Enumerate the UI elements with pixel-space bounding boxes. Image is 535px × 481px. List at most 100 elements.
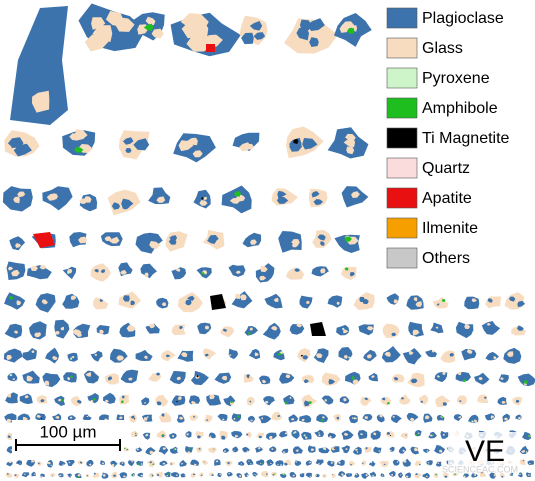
grain bbox=[391, 332, 397, 337]
grain bbox=[176, 376, 181, 381]
grain bbox=[189, 414, 199, 421]
grain bbox=[338, 461, 341, 464]
grain bbox=[108, 236, 120, 244]
grain bbox=[246, 474, 248, 476]
grain bbox=[14, 474, 17, 476]
grain bbox=[306, 18, 325, 31]
grain bbox=[161, 434, 164, 436]
grain bbox=[158, 445, 169, 455]
grain bbox=[301, 431, 312, 440]
grain bbox=[165, 354, 171, 358]
grain bbox=[299, 415, 312, 423]
grain bbox=[244, 143, 255, 150]
grain bbox=[261, 417, 264, 420]
grain bbox=[228, 264, 246, 277]
grain bbox=[31, 350, 35, 353]
grain bbox=[322, 473, 327, 478]
grain bbox=[464, 473, 466, 475]
grain bbox=[504, 292, 525, 310]
grain bbox=[278, 430, 288, 438]
grain bbox=[94, 353, 97, 356]
grain bbox=[151, 474, 153, 476]
grain bbox=[3, 348, 23, 363]
grain bbox=[361, 460, 367, 466]
grain bbox=[133, 138, 150, 151]
grain bbox=[473, 419, 478, 423]
grain bbox=[392, 415, 395, 418]
grain bbox=[140, 463, 143, 465]
sample-label-background bbox=[448, 432, 518, 472]
grain bbox=[188, 448, 191, 450]
grain bbox=[364, 416, 368, 420]
grain bbox=[437, 375, 440, 378]
grain bbox=[408, 350, 414, 355]
grain bbox=[83, 370, 100, 384]
grain bbox=[156, 401, 162, 406]
grain bbox=[33, 473, 35, 475]
grain bbox=[237, 415, 240, 418]
grain bbox=[92, 472, 100, 478]
grain bbox=[146, 416, 149, 418]
grain bbox=[5, 472, 12, 478]
grain bbox=[190, 459, 200, 466]
grain bbox=[289, 396, 292, 399]
grain bbox=[224, 450, 227, 452]
grain bbox=[234, 293, 241, 299]
grain bbox=[362, 462, 364, 464]
grain bbox=[90, 350, 103, 362]
grain bbox=[233, 191, 241, 197]
grain bbox=[255, 474, 257, 476]
grain bbox=[70, 375, 73, 379]
grain bbox=[352, 379, 359, 385]
grain bbox=[324, 399, 327, 402]
grain bbox=[34, 332, 41, 338]
grain bbox=[349, 415, 358, 424]
grain bbox=[361, 472, 370, 479]
grain bbox=[490, 415, 495, 419]
grain bbox=[21, 472, 30, 478]
grain bbox=[399, 394, 411, 405]
grain bbox=[105, 10, 124, 27]
grain bbox=[271, 411, 283, 421]
grain bbox=[486, 323, 491, 326]
grain bbox=[345, 448, 348, 450]
grain bbox=[191, 400, 196, 405]
grain bbox=[226, 472, 233, 477]
grain bbox=[285, 374, 291, 379]
grain bbox=[240, 463, 242, 465]
grain bbox=[85, 372, 92, 377]
grain bbox=[126, 325, 136, 332]
grain bbox=[246, 374, 250, 378]
grain bbox=[8, 461, 12, 464]
grain bbox=[19, 463, 21, 465]
grain bbox=[300, 19, 312, 31]
grain bbox=[239, 474, 242, 477]
grain bbox=[221, 435, 226, 440]
grain bbox=[442, 371, 446, 375]
grain bbox=[171, 435, 175, 438]
grain bbox=[12, 378, 15, 380]
grain bbox=[477, 394, 489, 403]
grain bbox=[151, 28, 164, 39]
grain bbox=[156, 472, 163, 478]
grain bbox=[93, 472, 96, 475]
grain bbox=[173, 133, 216, 163]
grain bbox=[10, 6, 68, 125]
grain bbox=[222, 448, 230, 453]
grain bbox=[203, 414, 213, 423]
grain bbox=[331, 447, 336, 451]
grain bbox=[116, 355, 125, 361]
grain bbox=[433, 296, 449, 309]
grain bbox=[425, 415, 430, 420]
grain bbox=[6, 354, 12, 361]
grain bbox=[175, 474, 178, 477]
grain bbox=[249, 400, 252, 403]
grain bbox=[114, 463, 117, 465]
grain bbox=[62, 293, 80, 309]
grain bbox=[527, 474, 530, 476]
grain bbox=[277, 417, 281, 419]
grain bbox=[217, 413, 228, 421]
grain bbox=[301, 418, 305, 422]
grain bbox=[135, 232, 163, 254]
grain bbox=[256, 459, 265, 466]
